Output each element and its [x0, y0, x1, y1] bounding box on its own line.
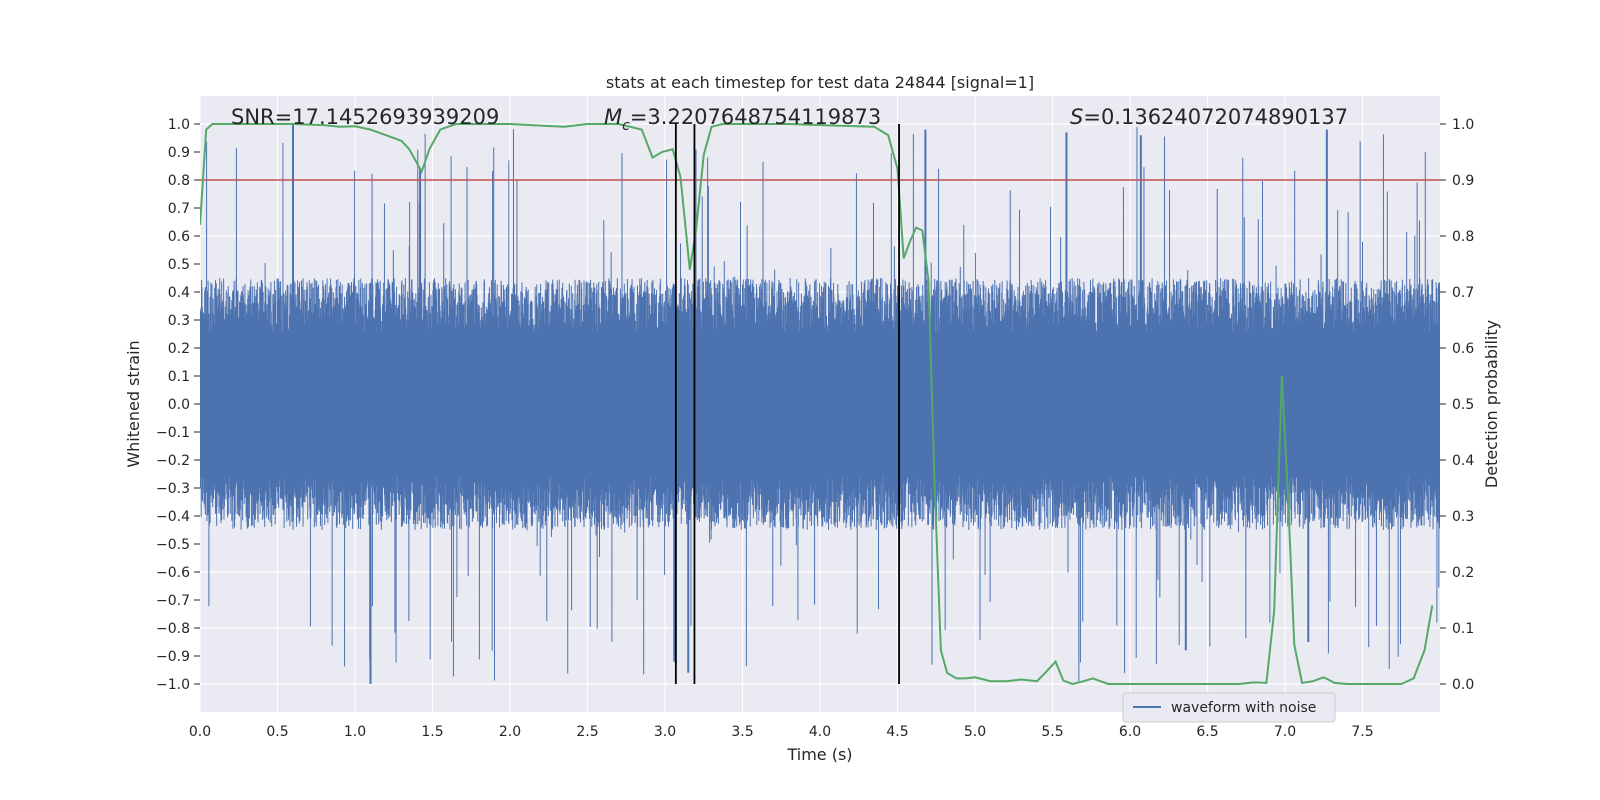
x-tick-label: 0.5	[266, 724, 288, 740]
x-tick-label: 4.5	[886, 724, 908, 740]
y-right-tick-label: 1.0	[1452, 117, 1474, 133]
y-tick-label: 0.6	[168, 229, 190, 245]
y-right-tick-label: 0.6	[1452, 341, 1474, 357]
y-right-tick-label: 0.3	[1452, 509, 1474, 525]
chirp-mass-subscript: c	[622, 118, 630, 134]
waveform-trace	[200, 127, 1440, 682]
x-tick-label: 0.0	[189, 724, 211, 740]
y-tick-label: 0.4	[168, 285, 190, 301]
x-tick-label: 5.0	[964, 724, 986, 740]
y-tick-label: 0.9	[168, 145, 190, 161]
y-right-tick-label: 0.4	[1452, 453, 1474, 469]
s-annotation: S=0.13624072074890137	[1070, 105, 1348, 129]
y-tick-label: 0.1	[168, 369, 190, 385]
y-tick-label: −0.8	[156, 621, 190, 637]
x-tick-label: 1.5	[421, 724, 443, 740]
chirp-mass-value: =3.2207648754119873	[630, 105, 881, 129]
snr-annotation: SNR=17.1452693939209	[231, 105, 499, 129]
y-axis-ticks: 1.0 0.9 0.8 0.7 0.6 0.5 0.4 0.3 0.2 0.1 0.0 −0.1 −0.…	[156, 117, 200, 693]
x-tick-label: 6.0	[1119, 724, 1141, 740]
y-right-tick-label: 0.1	[1452, 621, 1474, 637]
x-tick-label: 5.5	[1041, 724, 1063, 740]
y-right-axis-ticks: 1.0 0.9 0.8 0.7 0.6 0.5 0.4 0.3 0.2 0.1 0.0	[1440, 117, 1474, 693]
legend-box	[1122, 692, 1336, 723]
y-tick-label: −0.7	[156, 593, 190, 609]
y-tick-label: 0.5	[168, 257, 190, 273]
y-tick-label: 0.3	[168, 313, 190, 329]
y-right-tick-label: 0.8	[1452, 229, 1474, 245]
chirp-mass-annotation: Mc=3.2207648754119873	[604, 105, 881, 134]
chirp-mass-symbol: M	[604, 105, 622, 129]
x-tick-label: 7.5	[1351, 724, 1373, 740]
x-tick-label: 3.5	[731, 724, 753, 740]
x-tick-label: 2.0	[499, 724, 521, 740]
x-tick-label: 7.0	[1274, 724, 1296, 740]
vertical-markers	[674, 124, 900, 684]
y-axis-label: Whitened strain	[124, 340, 143, 467]
y-tick-label: −0.6	[156, 565, 190, 581]
y-tick-label: −0.9	[156, 649, 190, 665]
x-tick-label: 1.0	[344, 724, 366, 740]
x-tick-label: 3.0	[654, 724, 676, 740]
x-axis-label: Time (s)	[786, 745, 852, 764]
x-tick-label: 2.5	[576, 724, 598, 740]
s-value: =0.13624072074890137	[1083, 105, 1348, 129]
legend-label: waveform with noise	[1171, 700, 1316, 716]
x-axis-ticks: 0.0 0.5 1.0 1.5 2.0 2.5 3.0 3.5 4.0 4.5 5.0 5.5 6.0 6…	[189, 724, 1374, 740]
y-tick-label: 1.0	[168, 117, 190, 133]
y-right-tick-label: 0.0	[1452, 677, 1474, 693]
y-tick-label: −0.1	[156, 425, 190, 441]
y-tick-label: 0.8	[168, 173, 190, 189]
legend: waveform with noise	[1122, 692, 1336, 723]
y-right-tick-label: 0.7	[1452, 285, 1474, 301]
y-right-tick-label: 0.9	[1452, 173, 1474, 189]
y-tick-label: −0.5	[156, 537, 190, 553]
y-right-tick-label: 0.2	[1452, 565, 1474, 581]
y-tick-label: 0.0	[168, 397, 190, 413]
y-right-tick-label: 0.5	[1452, 397, 1474, 413]
y-right-axis-label: Detection probability	[1482, 320, 1501, 488]
y-tick-label: 0.7	[168, 201, 190, 217]
y-tick-label: 0.2	[168, 341, 190, 357]
y-tick-label: −0.3	[156, 481, 190, 497]
waveform-with-noise-series	[200, 124, 1440, 684]
y-tick-label: −0.2	[156, 453, 190, 469]
y-tick-label: −1.0	[156, 677, 190, 693]
y-tick-label: −0.4	[156, 509, 190, 525]
detection-probability-line	[200, 123, 1434, 686]
x-tick-label: 6.5	[1196, 724, 1218, 740]
x-tick-label: 4.0	[809, 724, 831, 740]
s-symbol: S	[1070, 105, 1083, 129]
chart-title: stats at each timestep for test data 248…	[606, 73, 1034, 92]
detection-probability-series	[200, 123, 1434, 686]
